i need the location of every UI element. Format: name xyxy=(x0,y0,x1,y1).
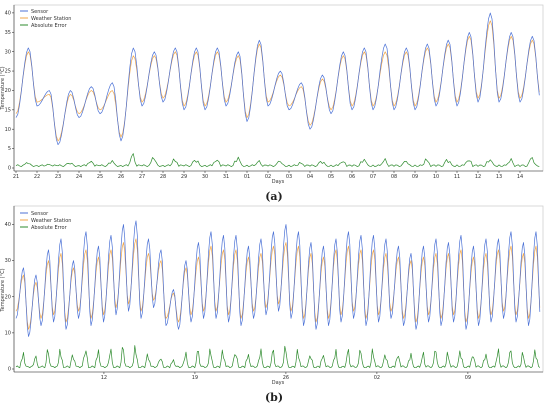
chart-b-xtick-label: 26 xyxy=(283,375,289,381)
chart-b-y-ticks: 0 10 20 30 40 xyxy=(5,222,14,373)
chart-b-xtick-label: 09 xyxy=(465,375,471,381)
chart-a-absolute-error-line xyxy=(15,153,540,167)
chart-a-xtick-label: 04 xyxy=(307,174,313,180)
chart-a-frame xyxy=(13,4,544,172)
chart-a-xtick-label: 26 xyxy=(118,174,124,180)
chart-b-x-ticks: 12 19 26 02 09 xyxy=(101,372,471,381)
chart-a-xtick-label: 11 xyxy=(454,174,460,180)
legend-b-weather-label: Weather Station xyxy=(31,218,71,224)
chart-a-xtick-label: 25 xyxy=(97,174,103,180)
chart-a-xtick-label: 07 xyxy=(370,174,376,180)
chart-b-ytick-label: 0 xyxy=(8,367,11,373)
chart-a-xtick-label: 08 xyxy=(391,174,397,180)
chart-a-xtick-label: 31 xyxy=(223,174,229,180)
legend-b-error-label: Absolute Error xyxy=(31,225,68,231)
chart-a-xtick-label: 13 xyxy=(496,174,502,180)
chart-a-ytick-label: 30 xyxy=(5,49,11,55)
chart-b-legend: Sensor Weather Station Absolute Error xyxy=(20,211,71,231)
chart-a-xtick-label: 01 xyxy=(244,174,250,180)
chart-a-legend: Sensor Weather Station Absolute Error xyxy=(20,9,71,29)
caption-b: (b) xyxy=(265,391,283,404)
chart-a-ytick-label: 20 xyxy=(5,88,11,94)
chart-b-ytick-label: 10 xyxy=(5,330,11,336)
chart-a-xtick-label: 29 xyxy=(181,174,187,180)
chart-a-ytick-label: 0 xyxy=(8,166,11,172)
chart-b-ylabel: Temperature (°C) xyxy=(0,268,6,312)
chart-a-ytick-label: 10 xyxy=(5,127,11,133)
chart-a-xtick-label: 02 xyxy=(265,174,271,180)
chart-a-ytick-label: 25 xyxy=(5,69,11,75)
legend-b-sensor-label: Sensor xyxy=(31,211,49,217)
chart-a-xtick-label: 03 xyxy=(286,174,292,180)
chart-b-plot-area xyxy=(15,220,541,369)
chart-a-xtick-label: 12 xyxy=(475,174,481,180)
chart-a-ytick-label: 35 xyxy=(5,30,11,36)
legend-a-error-label: Absolute Error xyxy=(31,23,68,29)
chart-a-weather-station-line xyxy=(15,20,540,142)
chart-a-xtick-label: 24 xyxy=(76,174,82,180)
chart-a-xtick-label: 23 xyxy=(55,174,61,180)
chart-b-absolute-error-line xyxy=(15,345,541,369)
caption-a: (a) xyxy=(265,190,283,203)
chart-a-x-ticks: 21 22 23 24 25 26 27 28 29 30 31 01 02 03 04 05 06 07 08 09… xyxy=(13,171,523,180)
chart-a-plot-area xyxy=(15,12,540,167)
chart-a-xlabel: Days xyxy=(272,179,285,185)
chart-a-ytick-label: 40 xyxy=(5,10,11,16)
legend-a-sensor-label: Sensor xyxy=(31,9,49,15)
chart-a-xtick-label: 09 xyxy=(412,174,418,180)
chart-a-xtick-label: 22 xyxy=(34,174,40,180)
chart-a-ytick-label: 5 xyxy=(8,146,11,152)
chart-a-xtick-label: 06 xyxy=(349,174,355,180)
chart-a-xtick-label: 30 xyxy=(202,174,208,180)
chart-b-xlabel: Days xyxy=(272,380,285,386)
chart-a-ylabel: Temperature (°C) xyxy=(0,66,6,110)
chart-a-y-ticks: 0 5 10 15 20 25 30 35 40 xyxy=(5,10,14,172)
chart-b-ytick-label: 40 xyxy=(5,222,11,228)
chart-a-xtick-label: 10 xyxy=(433,174,439,180)
chart-b-ytick-label: 30 xyxy=(5,258,11,264)
chart-b-ytick-label: 20 xyxy=(5,294,11,300)
chart-a-xtick-label: 05 xyxy=(328,174,334,180)
legend-a-weather-label: Weather Station xyxy=(31,16,71,22)
chart-a-xtick-label: 27 xyxy=(139,174,145,180)
chart-a-xtick-label: 28 xyxy=(160,174,166,180)
chart-b-sensor-line xyxy=(15,220,541,337)
chart-b: 0 10 20 30 40 12 19 26 02 09 Temperature (°C) Da… xyxy=(0,205,544,386)
chart-a-sensor-line xyxy=(15,12,540,146)
chart-b-xtick-label: 12 xyxy=(101,375,107,381)
chart-a-ytick-label: 15 xyxy=(5,107,11,113)
chart-a-xtick-label: 14 xyxy=(517,174,523,180)
chart-a-xtick-label: 21 xyxy=(13,174,19,180)
chart-b-xtick-label: 02 xyxy=(374,375,380,381)
chart-b-xtick-label: 19 xyxy=(192,375,198,381)
